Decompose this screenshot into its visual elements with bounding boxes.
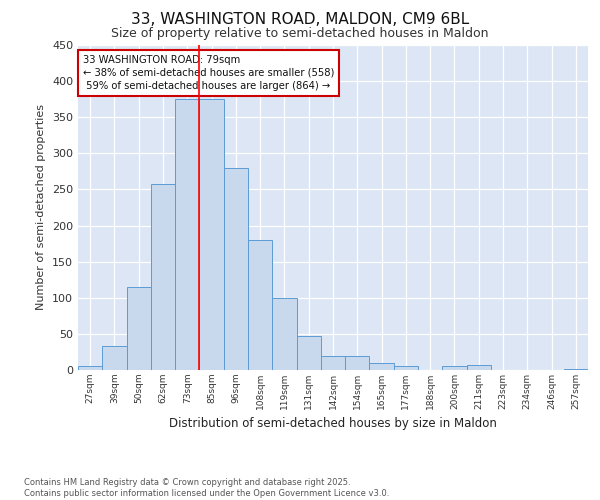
Bar [175,99,199,370]
Bar [272,298,296,370]
Bar [442,366,467,370]
Bar [102,346,127,370]
Y-axis label: Number of semi-detached properties: Number of semi-detached properties [37,104,46,310]
Bar [296,336,321,370]
Text: 33 WASHINGTON ROAD: 79sqm
← 38% of semi-detached houses are smaller (558)
 59% o: 33 WASHINGTON ROAD: 79sqm ← 38% of semi-… [83,54,334,91]
Bar [151,184,175,370]
Bar [394,366,418,370]
Bar [345,356,370,370]
Bar [127,287,151,370]
Text: Size of property relative to semi-detached houses in Maldon: Size of property relative to semi-detach… [111,28,489,40]
Bar [78,366,102,370]
Bar [467,365,491,370]
Bar [370,363,394,370]
Bar [199,99,224,370]
Text: 33, WASHINGTON ROAD, MALDON, CM9 6BL: 33, WASHINGTON ROAD, MALDON, CM9 6BL [131,12,469,28]
X-axis label: Distribution of semi-detached houses by size in Maldon: Distribution of semi-detached houses by … [169,418,497,430]
Bar [321,356,345,370]
Bar [248,240,272,370]
Bar [224,168,248,370]
Bar [564,368,588,370]
Text: Contains HM Land Registry data © Crown copyright and database right 2025.
Contai: Contains HM Land Registry data © Crown c… [24,478,389,498]
